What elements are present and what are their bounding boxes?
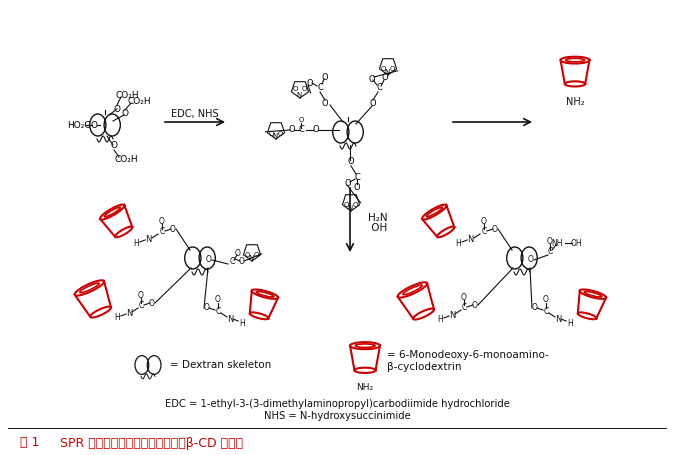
Text: O: O [369, 100, 376, 108]
Text: N: N [272, 133, 278, 139]
Text: O: O [239, 257, 245, 266]
Text: N: N [126, 309, 132, 318]
Text: O: O [254, 252, 259, 258]
Text: O: O [481, 217, 487, 226]
Text: H: H [239, 318, 245, 328]
Text: N: N [384, 69, 390, 75]
Text: O: O [543, 295, 549, 304]
Text: H: H [133, 239, 139, 248]
Text: N: N [227, 314, 233, 324]
Text: O: O [532, 303, 538, 313]
Text: O: O [307, 79, 313, 87]
Text: OH: OH [570, 238, 582, 248]
Text: CO₂H: CO₂H [127, 96, 151, 106]
Text: O: O [461, 293, 467, 302]
Text: O: O [369, 75, 375, 84]
Text: O: O [472, 300, 478, 309]
Text: O: O [344, 202, 349, 208]
Text: H: H [114, 313, 120, 323]
Text: SPR 装置のセンサーチップ上へのβ-CD の固定: SPR 装置のセンサーチップ上へのβ-CD の固定 [52, 436, 243, 450]
Text: C: C [216, 307, 220, 315]
Text: β-cyclodextrin: β-cyclodextrin [387, 362, 462, 372]
Text: O: O [113, 105, 121, 113]
Text: O: O [204, 303, 210, 313]
Text: = Dextran skeleton: = Dextran skeleton [170, 360, 271, 370]
Text: NHS = N-hydroxysuccinimide: NHS = N-hydroxysuccinimide [264, 411, 410, 421]
Text: CO₂H: CO₂H [114, 156, 137, 165]
Text: C: C [462, 303, 466, 313]
Text: NH₂: NH₂ [357, 384, 373, 393]
Text: N: N [249, 255, 253, 261]
Text: C: C [376, 84, 382, 92]
Text: O: O [348, 157, 355, 167]
Text: H: H [455, 239, 461, 248]
Text: N: N [555, 314, 561, 324]
Text: O: O [206, 256, 212, 264]
Text: N: N [467, 236, 473, 244]
Text: O: O [293, 86, 298, 92]
Text: O: O [299, 117, 304, 123]
Text: O: O [313, 126, 319, 135]
Text: NH₂: NH₂ [565, 97, 584, 107]
Text: O: O [353, 202, 359, 208]
Text: H: H [437, 315, 443, 324]
Text: O: O [381, 66, 386, 72]
Text: C: C [354, 172, 360, 182]
Text: N: N [449, 312, 455, 320]
Text: C: C [547, 248, 553, 257]
Text: O: O [138, 290, 144, 299]
Text: = 6-Monodeoxy-6-monoamino-: = 6-Monodeoxy-6-monoamino- [387, 350, 549, 360]
Text: H₂N: H₂N [368, 213, 388, 223]
Text: O: O [321, 72, 328, 81]
Text: EDC = 1-ethyl-3-(3-dimethylaminopropyl)carbodiimide hydrochloride: EDC = 1-ethyl-3-(3-dimethylaminopropyl)c… [164, 399, 510, 409]
Text: O: O [321, 98, 328, 107]
Text: O: O [121, 110, 129, 118]
Text: HO₂C: HO₂C [67, 121, 90, 130]
Text: C: C [229, 258, 235, 267]
Text: O: O [344, 178, 351, 187]
Text: CO₂H: CO₂H [115, 91, 139, 100]
Text: N: N [347, 205, 353, 211]
Text: OH: OH [368, 223, 388, 233]
Text: EDC, NHS: EDC, NHS [171, 109, 219, 119]
Text: O: O [245, 252, 250, 258]
Text: O: O [215, 295, 221, 304]
Text: O: O [381, 72, 388, 81]
Text: NH: NH [551, 238, 563, 248]
Text: C: C [138, 302, 144, 310]
Text: N: N [297, 92, 302, 98]
Text: C: C [543, 307, 549, 315]
Text: O: O [354, 182, 361, 192]
Text: 図 1: 図 1 [20, 436, 39, 450]
Text: O: O [288, 126, 295, 135]
Text: O: O [111, 142, 117, 151]
Text: O: O [547, 237, 553, 246]
Text: O: O [235, 248, 241, 258]
Text: H: H [567, 318, 573, 328]
Text: N: N [145, 236, 151, 244]
Text: O: O [390, 66, 395, 72]
Text: C: C [298, 126, 304, 135]
Text: C: C [481, 228, 487, 237]
Text: O: O [492, 224, 498, 233]
Text: C: C [159, 228, 164, 237]
Text: O: O [170, 224, 176, 233]
Text: O: O [269, 131, 274, 137]
Text: O: O [149, 298, 155, 308]
Text: C: C [317, 82, 323, 91]
Text: O: O [278, 131, 283, 137]
Text: O: O [528, 256, 534, 264]
Text: O: O [302, 86, 307, 92]
Text: O: O [90, 121, 98, 130]
Text: O: O [159, 217, 165, 226]
